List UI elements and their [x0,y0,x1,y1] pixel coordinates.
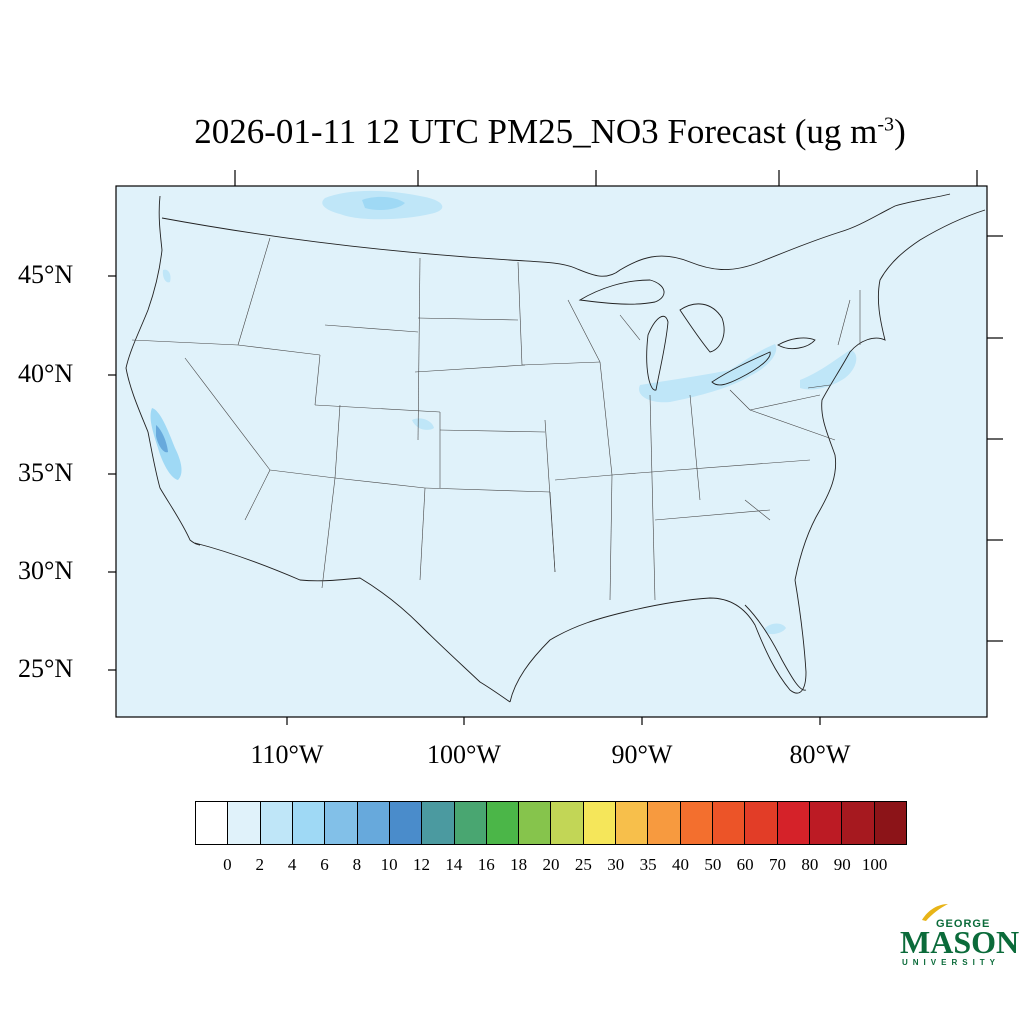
lake-superior [578,279,665,305]
axis-ticks [108,170,1003,725]
colorbar-swatch [713,802,746,844]
us-coastline-west [125,195,201,546]
state-borders [131,237,861,601]
colorbar-label: 90 [833,855,851,874]
lon-label-90: 90°W [611,740,673,769]
colorbar-swatch [616,802,649,844]
colorbar [195,801,907,845]
colorbar-label: 60 [736,855,754,874]
lake-ontario [777,337,816,350]
colorbar-label: 10 [380,855,398,874]
lon-label-100: 100°W [427,740,501,769]
colorbar-swatch [422,802,455,844]
logo-george: GEORGE [936,918,991,930]
hotspot-florida [765,623,786,635]
colorbar-label: 100 [861,855,888,874]
colorbar-label: 70 [769,855,787,874]
colorbar-label: 8 [352,855,362,874]
colorbar-label: 20 [542,855,560,874]
concentration-fill [150,190,857,635]
hotspot-california-core [156,425,168,453]
hotspot-ohio-valley [639,344,777,403]
colorbar-swatch [809,802,843,844]
hotspot-oregon [162,269,171,283]
colorbar-label: 35 [639,855,657,874]
colorbar-swatch [874,802,906,844]
colorbar-swatch [519,802,552,844]
colorbar-label: 80 [801,855,819,874]
colorbar-label: 4 [287,855,297,874]
lat-label-35: 35°N [18,458,74,487]
colorbar-label: 50 [704,855,722,874]
colorbar-label: 18 [510,855,528,874]
colorbar-label: 30 [607,855,625,874]
lake-huron [679,303,725,353]
map-background [116,186,987,717]
logo-swoosh-icon [922,904,948,921]
gulf-coastline [509,579,807,703]
east-coastline [794,209,986,581]
colorbar-label: 40 [671,855,689,874]
hotspot-canada-core [362,196,405,211]
lon-label-110: 110°W [250,740,324,769]
colorbar-swatch [486,802,520,844]
colorbar-label: 0 [223,855,232,874]
lake-michigan [646,315,669,391]
title-suffix: ) [894,112,906,151]
colorbar-swatch [260,802,293,844]
colorbar-swatch [583,802,617,844]
colorbar-label: 16 [477,855,495,874]
colorbar-swatch [745,802,778,844]
colorbar-swatch [228,802,261,844]
colorbar-swatch [777,802,810,844]
lat-label-40: 40°N [18,359,74,388]
logo-mason: MASON [900,924,1020,960]
colorbar-swatch [454,802,487,844]
us-mexico-border [194,542,511,703]
colorbar-swatch [648,802,681,844]
logo-university: UNIVERSITY [902,958,1001,967]
lake-erie [711,351,771,386]
colorbar-swatch [680,802,713,844]
colorbar-label: 14 [445,855,463,874]
colorbar-label: 12 [413,855,431,874]
map-outlines [125,193,986,703]
us-canada-border [161,193,951,277]
colorbar-swatch [325,802,358,844]
title-text: 2026-01-11 12 UTC PM25_NO3 Forecast (ug … [194,112,878,151]
colorbar-swatch [196,802,229,844]
colorbar-label: 6 [320,855,329,874]
colorbar-swatch [357,802,390,844]
colorbar-swatch [551,802,584,844]
colorbar-swatch [292,802,326,844]
hotspot-colorado [412,418,434,430]
lat-label-45: 45°N [18,260,74,289]
lat-label-30: 30°N [18,556,74,585]
colorbar-label: 2 [255,855,264,874]
map-title: 2026-01-11 12 UTC PM25_NO3 Forecast (ug … [0,112,1024,152]
title-superscript: -3 [877,113,895,136]
map-frame [115,185,988,718]
colorbar-label: 25 [574,855,592,874]
lon-label-80: 80°W [789,740,851,769]
lat-label-25: 25°N [18,654,74,683]
colorbar-swatch [842,802,875,844]
hotspot-northeast [800,350,857,390]
colorbar-swatch [389,802,423,844]
gmu-logo: GEORGE MASON UNIVERSITY [898,900,1019,970]
florida-outline [744,604,807,691]
